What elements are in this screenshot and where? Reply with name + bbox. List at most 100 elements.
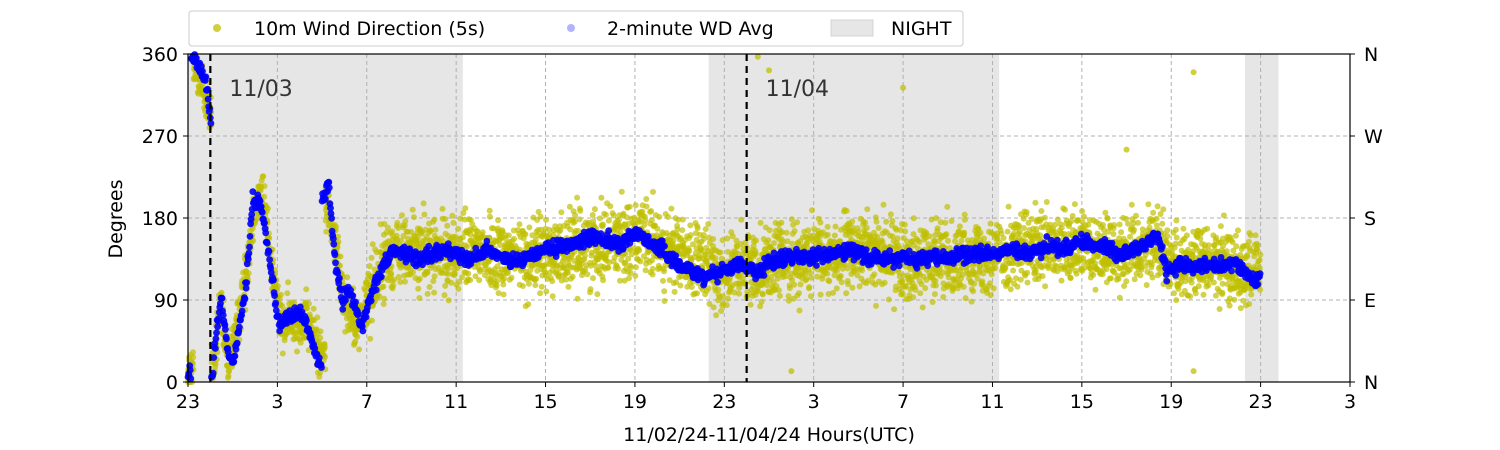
wind-5s-point bbox=[1244, 253, 1251, 260]
wind-5s-point bbox=[883, 218, 890, 225]
wind-5s-point bbox=[837, 273, 844, 279]
wind-5s-point bbox=[774, 275, 781, 282]
wind-5s-point bbox=[587, 286, 594, 293]
wind-5s-point bbox=[956, 223, 963, 230]
wind-5s-point bbox=[212, 361, 219, 368]
wind-5s-point bbox=[596, 215, 603, 222]
wind-5s-point bbox=[960, 283, 967, 290]
wind-5s-point bbox=[897, 227, 904, 234]
wind-5s-point bbox=[916, 239, 923, 245]
wind-5s-point bbox=[889, 233, 896, 240]
wind-5s-point bbox=[987, 292, 994, 299]
wind-5s-point bbox=[665, 214, 672, 220]
wind-5s-point bbox=[322, 354, 329, 360]
wind-5s-point bbox=[649, 257, 656, 264]
wind-5s-point bbox=[637, 258, 644, 265]
wind-5s-point bbox=[952, 238, 958, 245]
wind-5s-point bbox=[642, 217, 649, 224]
wind-5s-point bbox=[775, 287, 782, 294]
wind-5s-point bbox=[500, 281, 507, 288]
wind-5s-point bbox=[395, 225, 402, 231]
wind-5s-point bbox=[525, 280, 532, 287]
wind-5s-point bbox=[567, 226, 574, 233]
wind-2min-point bbox=[266, 256, 273, 263]
wind-5s-point bbox=[970, 288, 977, 295]
wind-5s-point bbox=[190, 349, 196, 356]
wind-5s-point bbox=[1058, 224, 1065, 231]
wind-5s-point bbox=[1226, 302, 1233, 309]
wind-5s-point bbox=[759, 291, 766, 298]
wind-5s-point bbox=[537, 290, 544, 297]
wind-2min-point bbox=[202, 73, 210, 81]
wind-5s-point bbox=[757, 219, 764, 226]
wind-5s-point bbox=[932, 282, 939, 289]
wind-5s-point bbox=[724, 295, 731, 302]
wind-5s-point bbox=[464, 243, 471, 250]
wind-5s-point bbox=[260, 173, 267, 180]
wind-5s-point bbox=[410, 269, 416, 276]
wind-5s-point bbox=[546, 226, 553, 233]
wind-5s-point bbox=[1092, 286, 1099, 293]
wind-5s-point bbox=[261, 193, 268, 200]
wind-5s-point bbox=[694, 225, 701, 232]
wind-5s-point bbox=[543, 216, 549, 223]
wind-5s-point bbox=[1007, 277, 1014, 283]
wind-5s-point bbox=[380, 301, 387, 307]
wind-5s-point bbox=[1025, 219, 1032, 226]
wind-2min-point bbox=[238, 307, 246, 315]
wind-5s-point bbox=[961, 216, 968, 223]
wind-5s-point bbox=[1229, 239, 1236, 246]
wind-5s-point bbox=[1123, 278, 1130, 285]
wind-2min-point bbox=[352, 298, 359, 306]
wind-5s-point bbox=[1219, 280, 1226, 287]
wind-5s-point bbox=[902, 283, 909, 290]
wind-5s-point bbox=[687, 222, 694, 229]
wind-5s-point bbox=[1164, 233, 1171, 240]
wind-5s-point bbox=[427, 237, 434, 244]
wind-5s-point bbox=[1069, 213, 1076, 219]
wind-5s-point bbox=[789, 240, 796, 247]
wind-5s-point bbox=[719, 237, 726, 244]
wind-5s-point bbox=[607, 203, 614, 210]
wind-5s-point bbox=[1204, 225, 1211, 232]
wind-5s-outlier bbox=[1190, 69, 1197, 76]
wind-5s-point bbox=[549, 278, 556, 285]
wind-5s-point bbox=[1002, 265, 1009, 272]
wind-5s-point bbox=[902, 228, 909, 235]
wind-5s-point bbox=[599, 221, 606, 228]
wind-5s-point bbox=[719, 293, 726, 300]
wind-5s-point bbox=[574, 194, 581, 201]
wind-5s-point bbox=[643, 196, 650, 202]
wind-5s-point bbox=[1231, 296, 1238, 303]
wind-5s-point bbox=[677, 282, 684, 289]
wind-5s-point bbox=[1124, 261, 1130, 268]
wind-5s-point bbox=[831, 272, 838, 279]
wind-2min-point bbox=[213, 329, 220, 337]
wind-5s-point bbox=[529, 232, 536, 239]
wind-5s-point bbox=[444, 222, 451, 229]
wind-5s-point bbox=[802, 271, 809, 278]
wind-5s-point bbox=[1024, 269, 1031, 276]
wind-5s-point bbox=[977, 229, 984, 236]
wind-5s-point bbox=[718, 308, 725, 314]
wind-5s-point bbox=[1102, 209, 1109, 216]
wind-5s-point bbox=[1205, 282, 1212, 289]
wind-2min-point bbox=[425, 242, 433, 250]
wind-5s-point bbox=[1010, 230, 1017, 237]
wind-5s-point bbox=[1197, 235, 1204, 242]
wind-5s-point bbox=[844, 265, 851, 272]
wind-2min-point bbox=[270, 276, 277, 284]
wind-5s-point bbox=[1171, 290, 1177, 297]
wind-5s-point bbox=[778, 219, 785, 226]
wind-5s-point bbox=[543, 288, 550, 295]
wind-5s-point bbox=[718, 255, 725, 262]
wind-5s-point bbox=[700, 232, 707, 238]
wind-5s-point bbox=[605, 264, 612, 271]
wind-5s-point bbox=[497, 242, 504, 248]
wind-2min-point bbox=[218, 294, 226, 302]
wind-5s-point bbox=[1100, 222, 1106, 228]
wind-5s-point bbox=[550, 231, 557, 238]
wind-5s-point bbox=[1131, 276, 1138, 283]
wind-5s-point bbox=[576, 216, 583, 223]
